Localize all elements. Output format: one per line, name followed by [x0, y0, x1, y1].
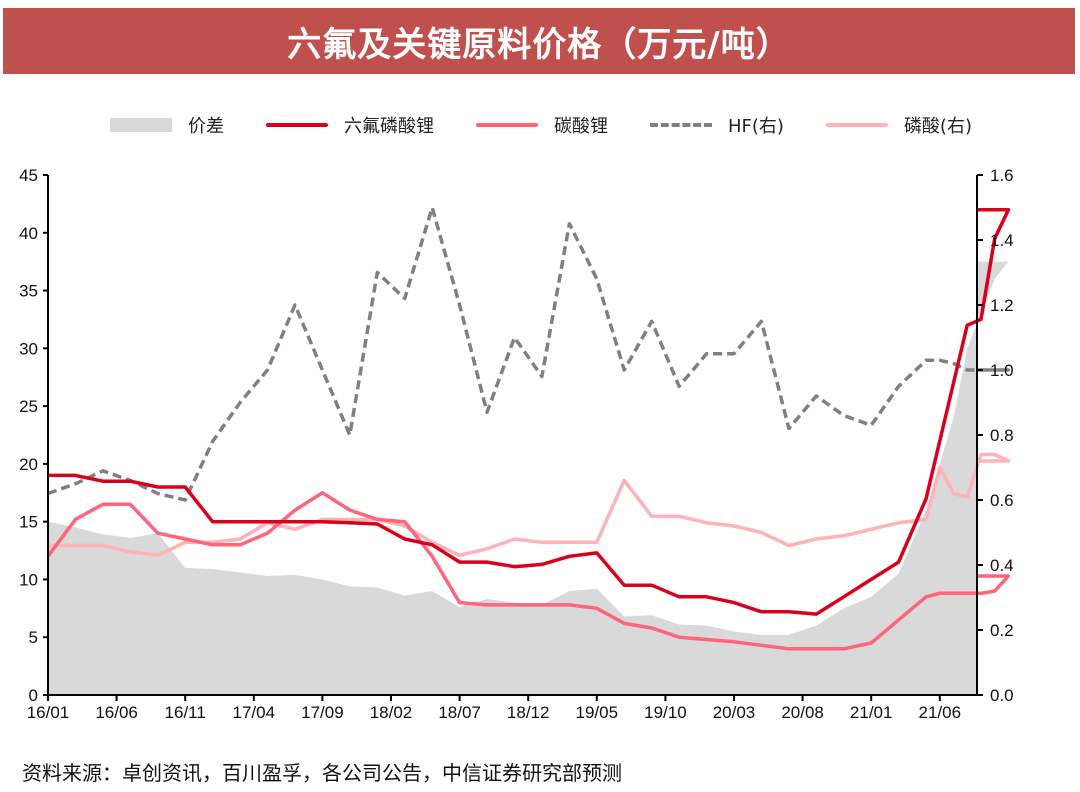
y-right-tick-label: 0.4: [990, 556, 1014, 575]
x-tick-label: 18/12: [507, 703, 550, 720]
x-tick-label: 18/02: [370, 703, 413, 720]
x-tick-label: 21/01: [850, 703, 893, 720]
legend-item-hf: HF(右): [650, 112, 784, 138]
chart-title-banner: 六氟及关键原料价格（万元/吨）: [3, 8, 1075, 74]
legend-item-h3po4: 磷酸(右): [825, 112, 972, 138]
y-left-tick-label: 25: [19, 397, 38, 416]
legend-label: 价差: [188, 116, 224, 137]
legend-swatch-dash: [650, 123, 712, 127]
y-left-tick-label: 45: [19, 166, 38, 185]
chart-legend: 价差 六氟磷酸锂 碳酸锂 HF(右) 磷酸(右): [110, 112, 1014, 138]
legend-label: HF(右): [728, 116, 784, 137]
legend-label: 磷酸(右): [903, 116, 972, 137]
y-right-tick-label: 1.4: [990, 231, 1014, 250]
legend-swatch-line: [476, 123, 538, 127]
x-tick-label: 20/03: [713, 703, 756, 720]
legend-label: 碳酸锂: [554, 116, 608, 137]
series-line: [48, 452, 1011, 558]
y-right-tick-label: 0.8: [990, 426, 1014, 445]
series-line: [46, 491, 1011, 651]
y-left-tick-label: 40: [19, 224, 38, 243]
y-left-tick-label: 20: [19, 455, 38, 474]
legend-item-lipf6: 六氟磷酸锂: [266, 112, 434, 138]
y-left-tick-label: 30: [19, 339, 38, 358]
legend-swatch-area: [110, 118, 172, 132]
x-tick-label: 16/06: [95, 703, 138, 720]
y-left-tick-label: 35: [19, 282, 38, 301]
x-tick-label: 18/07: [438, 703, 481, 720]
legend-label: 六氟磷酸锂: [344, 116, 434, 137]
series-line: [48, 207, 1011, 616]
legend-item-spread: 价差: [110, 112, 224, 138]
x-tick-label: 17/04: [233, 703, 276, 720]
y-left-tick-label: 0: [29, 686, 38, 705]
legend-swatch-line: [825, 123, 888, 127]
y-right-tick-label: 1.0: [990, 361, 1014, 380]
y-right-tick-label: 1.2: [990, 296, 1014, 315]
x-tick-label: 19/10: [644, 703, 687, 720]
source-note: 资料来源：卓创资讯，百川盈孚，各公司公告，中信证券研究部预测: [22, 761, 622, 785]
y-right-tick-label: 0.0: [990, 686, 1014, 705]
series-area-spread: [48, 261, 1009, 695]
x-tick-label: 19/05: [576, 703, 619, 720]
y-left-tick-label: 15: [19, 513, 38, 532]
x-tick-label: 20/08: [781, 703, 824, 720]
y-left-tick-label: 10: [19, 570, 38, 589]
legend-swatch-line: [266, 123, 328, 127]
chart-title: 六氟及关键原料价格（万元/吨）: [287, 24, 791, 65]
y-right-tick-label: 0.2: [990, 621, 1014, 640]
y-left-tick-label: 5: [29, 628, 38, 647]
series-line: [47, 205, 1011, 502]
x-tick-label: 17/09: [301, 703, 344, 720]
legend-item-li2co3: 碳酸锂: [476, 112, 608, 138]
x-tick-label: 16/01: [27, 703, 70, 720]
x-tick-label: 21/06: [919, 703, 962, 720]
y-right-tick-label: 0.6: [990, 491, 1014, 510]
x-tick-label: 16/11: [165, 703, 206, 720]
price-chart: 0 5 10 15 20 25 30 35 40 45 0.0 0.2 0.4 0.6 0.8 1.0 1.2 1…: [19, 166, 1014, 720]
y-right-tick-label: 1.6: [990, 166, 1014, 185]
